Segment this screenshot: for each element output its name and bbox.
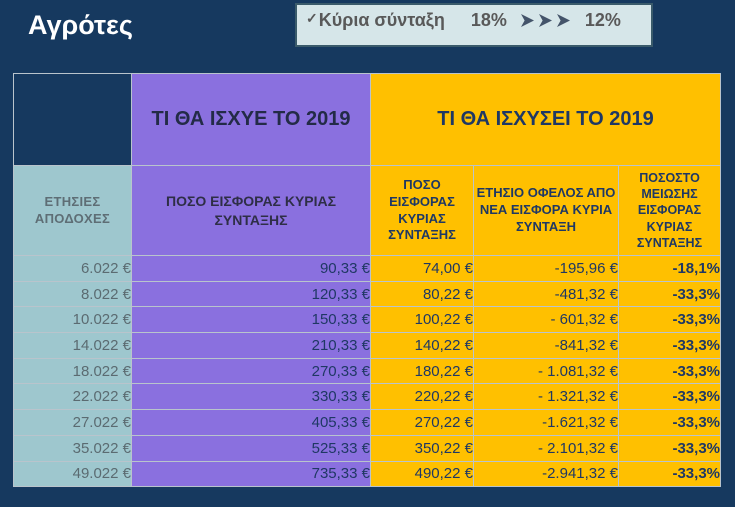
column-header-reduction-percent: ΠΟΣΟΣΤΟ ΜΕΙΩΣΗΣ ΕΙΣΦΟΡΑΣ ΚΥΡΙΑΣ ΣΥΝΤΑΞΗΣ <box>618 165 721 256</box>
table-row: 6.022 € 90,33 € 74,00 € -195,96 € -18,1% <box>13 255 721 282</box>
new-contribution-cell: 74,00 € <box>370 255 474 282</box>
old-contribution-cell: 150,33 € <box>131 306 371 334</box>
column-header-new-contribution: ΠΟΣΟ ΕΙΣΦΟΡΑΣ ΚΥΡΙΑΣ ΣΥΝΤΑΞΗΣ <box>370 165 474 256</box>
annual-benefit-cell: -195,96 € <box>473 255 619 282</box>
reduction-percent-cell: -33,3% <box>618 280 721 308</box>
old-contribution-cell: 90,33 € <box>131 255 371 282</box>
table-row: 35.022 € 525,33 € 350,22 € - 2.101,32 € … <box>13 434 721 462</box>
new-contribution-cell: 490,22 € <box>370 460 474 488</box>
column-header-annual-benefit: ΕΤΗΣΙΟ ΟΦΕΛΟΣ ΑΠΟ ΝΕΑ ΕΙΣΦΟΡΑ ΚΥΡΙΑ ΣΥΝΤ… <box>473 165 619 256</box>
reduction-percent-cell: -33,3% <box>618 409 721 436</box>
new-contribution-cell: 270,22 € <box>370 409 474 436</box>
old-contribution-cell: 735,33 € <box>131 460 371 488</box>
annual-benefit-cell: - 2.101,32 € <box>473 434 619 462</box>
pension-rate-note: ✓Κύρια σύνταξη 18% 12% <box>295 3 653 47</box>
table-row: 27.022 € 405,33 € 270,22 € -1.621,32 € -… <box>13 409 721 436</box>
new-contribution-cell: 180,22 € <box>370 357 474 385</box>
annual-income-cell: 22.022 € <box>13 383 132 411</box>
reduction-percent-cell: -33,3% <box>618 306 721 334</box>
reduction-percent-cell: -33,3% <box>618 383 721 411</box>
table-row: 8.022 € 120,33 € 80,22 € -481,32 € -33,3… <box>13 280 721 308</box>
column-header-annual-income: ΕΤΗΣΙΕΣ ΑΠΟΔΟΧΕΣ <box>13 165 132 256</box>
pension-contributions-table: ΤΙ ΘΑ ΙΣΧΥΕ ΤΟ 2019 ΤΙ ΘΑ ΙΣΧΥΣΕΙ ΤΟ 201… <box>13 73 721 488</box>
annual-benefit-cell: -841,32 € <box>473 332 619 359</box>
checkmark-icon: ✓ <box>306 10 318 26</box>
old-contribution-cell: 525,33 € <box>131 434 371 462</box>
reduction-percent-cell: -33,3% <box>618 332 721 359</box>
page-title: Αγρότες <box>28 10 133 40</box>
old-contribution-cell: 405,33 € <box>131 409 371 436</box>
note-label: Κύρια σύνταξη <box>318 10 445 30</box>
note-old-rate: 18% <box>470 10 507 30</box>
annual-income-cell: 6.022 € <box>13 255 132 282</box>
new-contribution-cell: 100,22 € <box>370 306 474 334</box>
annual-benefit-cell: - 601,32 € <box>473 306 619 334</box>
old-contribution-cell: 120,33 € <box>131 280 371 308</box>
table-row: 10.022 € 150,33 € 100,22 € - 601,32 € -3… <box>13 306 721 334</box>
old-contribution-cell: 330,33 € <box>131 383 371 411</box>
annual-income-cell: 8.022 € <box>13 280 132 308</box>
annual-income-cell: 14.022 € <box>13 332 132 359</box>
new-contribution-cell: 350,22 € <box>370 434 474 462</box>
table-row: 22.022 € 330,33 € 220,22 € - 1.321,32 € … <box>13 383 721 411</box>
annual-income-cell: 27.022 € <box>13 409 132 436</box>
new-contribution-cell: 80,22 € <box>370 280 474 308</box>
reduction-percent-cell: -33,3% <box>618 460 721 488</box>
new-contribution-cell: 140,22 € <box>370 332 474 359</box>
annual-income-cell: 35.022 € <box>13 434 132 462</box>
blank-corner-cell <box>13 73 132 166</box>
table-row: 14.022 € 210,33 € 140,22 € -841,32 € -33… <box>13 332 721 359</box>
annual-benefit-cell: - 1.321,32 € <box>473 383 619 411</box>
table-row: 18.022 € 270,33 € 180,22 € - 1.081,32 € … <box>13 357 721 385</box>
column-header-row: ΕΤΗΣΙΕΣ ΑΠΟΔΟΧΕΣ ΠΟΣΟ ΕΙΣΦΟΡΑΣ ΚΥΡΙΑΣ ΣΥ… <box>13 165 721 256</box>
column-header-old-contribution: ΠΟΣΟ ΕΙΣΦΟΡΑΣ ΚΥΡΙΑΣ ΣΥΝΤΑΞΗΣ <box>131 165 371 256</box>
table-row: 49.022 € 735,33 € 490,22 € -2.941,32 € -… <box>13 460 721 488</box>
reduction-percent-cell: -18,1% <box>618 255 721 282</box>
group-header-will-2019: ΤΙ ΘΑ ΙΣΧΥΣΕΙ ΤΟ 2019 <box>370 73 721 166</box>
annual-income-cell: 18.022 € <box>13 357 132 385</box>
new-contribution-cell: 220,22 € <box>370 383 474 411</box>
annual-income-cell: 10.022 € <box>13 306 132 334</box>
old-contribution-cell: 270,33 € <box>131 357 371 385</box>
group-header-was-2019: ΤΙ ΘΑ ΙΣΧΥΕ ΤΟ 2019 <box>131 73 371 166</box>
annual-benefit-cell: -481,32 € <box>473 280 619 308</box>
annual-income-cell: 49.022 € <box>13 460 132 488</box>
annual-benefit-cell: -1.621,32 € <box>473 409 619 436</box>
reduction-percent-cell: -33,3% <box>618 434 721 462</box>
triple-right-arrows-icon <box>520 10 575 31</box>
reduction-percent-cell: -33,3% <box>618 357 721 385</box>
old-contribution-cell: 210,33 € <box>131 332 371 359</box>
annual-benefit-cell: - 1.081,32 € <box>473 357 619 385</box>
group-header-row: ΤΙ ΘΑ ΙΣΧΥΕ ΤΟ 2019 ΤΙ ΘΑ ΙΣΧΥΣΕΙ ΤΟ 201… <box>13 73 721 166</box>
annual-benefit-cell: -2.941,32 € <box>473 460 619 488</box>
note-new-rate: 12% <box>584 10 621 30</box>
